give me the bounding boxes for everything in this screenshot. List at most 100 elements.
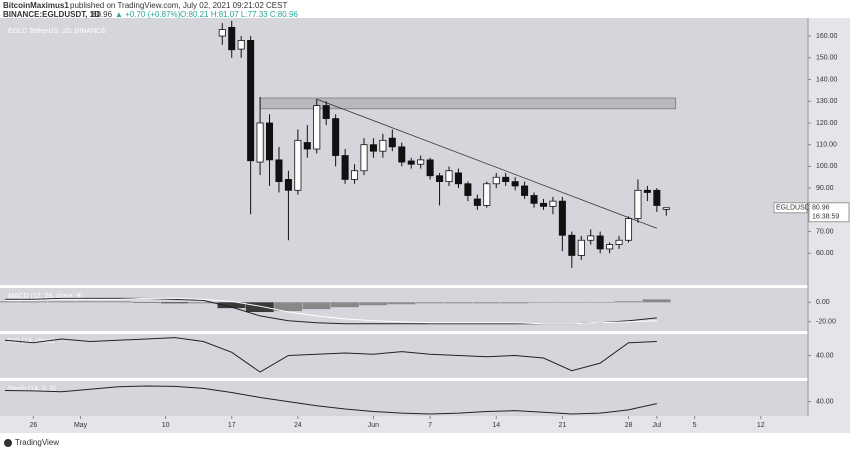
pane-title: Stoch (14, 3, 3) xyxy=(8,386,56,393)
histogram-bar xyxy=(104,301,133,303)
y-tick-label: -20.00 xyxy=(816,319,836,326)
histogram-bar xyxy=(132,302,161,303)
histogram-bar xyxy=(274,302,303,312)
candle-body xyxy=(587,235,595,241)
pane-title: RSI (14, close) xyxy=(8,338,54,345)
x-tick-label: 14 xyxy=(492,422,500,429)
x-tick-label: Jun xyxy=(368,422,379,429)
candle-body xyxy=(275,159,283,183)
candle-body xyxy=(596,235,604,250)
candle-body xyxy=(653,189,661,206)
macd-pane xyxy=(0,288,808,331)
y-tick-label: 90.00 xyxy=(816,185,834,192)
histogram-bar xyxy=(415,302,444,304)
candle-body xyxy=(341,155,349,180)
pane-title: MACD (12, 26, close, 9) xyxy=(8,293,83,300)
stoch-pane xyxy=(0,381,808,416)
candle-body xyxy=(351,170,359,180)
price-plot xyxy=(218,20,677,268)
time-axis xyxy=(0,416,850,433)
candle-body xyxy=(634,189,642,219)
candle-body xyxy=(237,40,245,50)
x-tick-label: 26 xyxy=(29,422,37,429)
candle-body xyxy=(266,122,274,161)
y-tick-label: 140.00 xyxy=(816,76,838,83)
candle-body xyxy=(558,200,566,236)
candle-body xyxy=(294,139,302,191)
candle-body xyxy=(568,234,576,256)
histogram-bar xyxy=(302,302,331,310)
candle-body xyxy=(445,170,453,183)
watermark: EGLD TetherUS, 1D, BINANCE xyxy=(8,28,106,35)
y-tick-label: 110.00 xyxy=(816,142,837,149)
last-price: 80.96 xyxy=(812,205,830,212)
x-tick-label: 24 xyxy=(294,422,302,429)
candle-body xyxy=(643,189,651,193)
histogram-bar xyxy=(614,301,643,303)
histogram-bar xyxy=(245,302,274,313)
candle-body xyxy=(388,137,396,148)
histogram-bar xyxy=(585,302,614,303)
candle-body xyxy=(398,146,406,163)
y-tick-label: 150.00 xyxy=(816,55,838,62)
candle-body xyxy=(662,207,670,210)
candle-body xyxy=(379,139,387,152)
brand: TradingView xyxy=(15,438,59,447)
candle-body xyxy=(624,218,633,241)
y-tick-label: 40.00 xyxy=(816,352,834,359)
y-tick-label: 60.00 xyxy=(816,250,834,257)
symbol-tag: EGLDUSDT xyxy=(776,205,815,212)
candle-body xyxy=(464,183,472,196)
indicator-line xyxy=(5,297,657,325)
x-tick-label: 5 xyxy=(693,422,697,429)
y-tick-label: 160.00 xyxy=(816,33,838,40)
x-tick-label: May xyxy=(74,422,88,429)
x-tick-label: 28 xyxy=(625,422,633,429)
logo xyxy=(4,439,12,447)
candle-body xyxy=(473,198,481,206)
candle-body xyxy=(436,175,444,183)
candle-body xyxy=(322,105,330,120)
candle-body xyxy=(218,29,226,37)
candle-body xyxy=(369,144,377,152)
histogram-bar xyxy=(47,301,76,303)
candle-body xyxy=(577,239,585,256)
x-tick-label: 7 xyxy=(428,422,432,429)
y-tick-label: 40.00 xyxy=(816,398,834,405)
candle-body xyxy=(407,160,415,165)
candle-body xyxy=(332,118,340,156)
y-tick-label: 70.00 xyxy=(816,228,834,235)
candle-body xyxy=(247,40,255,162)
histogram-bar xyxy=(444,302,473,304)
candle-body xyxy=(502,176,510,183)
trendline xyxy=(316,98,657,229)
y-tick-label: 120.00 xyxy=(816,120,838,127)
histogram-bar xyxy=(557,302,586,303)
histogram-bar xyxy=(75,301,104,303)
candle-body xyxy=(313,105,321,150)
indicator-line xyxy=(4,337,657,373)
author: BitcoinMaximus1 xyxy=(3,1,69,10)
rsi-pane xyxy=(0,334,808,378)
change: ▲ +0.70 (+0.87%) xyxy=(115,10,181,19)
candle-body xyxy=(606,244,614,250)
x-tick-label: 21 xyxy=(558,422,566,429)
price-tag-box xyxy=(808,202,850,223)
published: published on TradingView.com, July 02, 2… xyxy=(70,1,287,10)
x-tick-label: Jul xyxy=(652,422,661,429)
candle-body xyxy=(521,185,529,196)
y-tick-label: 100.00 xyxy=(816,163,838,170)
histogram-bar xyxy=(330,302,359,308)
ohlc: O:80.21 H:81.07 L:77.33 C:80.96 xyxy=(180,10,298,19)
histogram-bar xyxy=(359,302,388,306)
histogram-bar xyxy=(472,302,501,304)
symbol-tag-box xyxy=(773,202,808,214)
x-tick-label: 17 xyxy=(228,422,236,429)
histogram-bar xyxy=(160,302,189,304)
candle-body xyxy=(483,183,491,206)
resistance-zone xyxy=(259,97,677,110)
y-tick-label: 0.00 xyxy=(816,299,830,306)
symbol: BINANCE:EGLDUSDT, 1D xyxy=(3,10,100,19)
